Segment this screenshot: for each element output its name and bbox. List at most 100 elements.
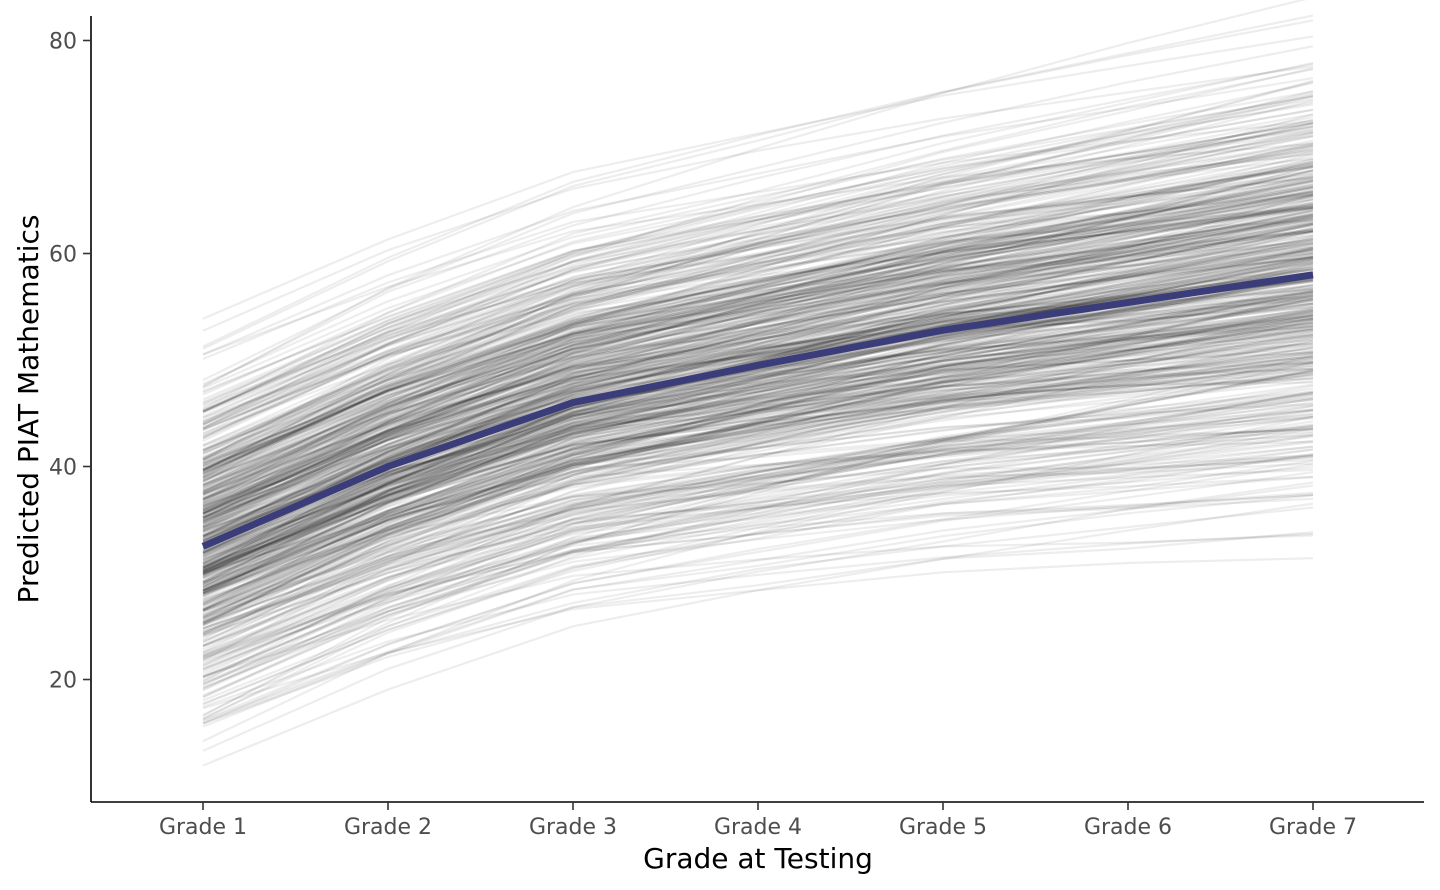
individual-trajectory-line	[202, 276, 1314, 512]
individual-trajectory-line	[202, 328, 1314, 538]
individual-trajectory-line	[202, 258, 1314, 577]
individual-trajectory-line	[202, 448, 1314, 685]
individual-trajectory-line	[202, 168, 1314, 525]
individual-trajectory-line	[202, 217, 1314, 492]
individual-trajectory-line	[202, 327, 1314, 606]
individual-trajectory-line	[202, 147, 1314, 426]
individual-trajectory-line	[202, 302, 1314, 555]
individual-trajectory-line	[202, 246, 1314, 519]
individual-trajectory-line	[202, 454, 1314, 702]
individual-trajectory-line	[202, 186, 1314, 511]
individual-trajectory-line	[202, 373, 1314, 576]
individual-trajectory-line	[202, 223, 1314, 550]
individual-trajectory-line	[202, 374, 1314, 591]
individual-trajectory-line	[202, 383, 1314, 651]
individual-trajectory-line	[202, 230, 1314, 573]
individual-trajectory-line	[202, 214, 1314, 519]
individual-trajectory-line	[202, 367, 1314, 531]
individual-trajectory-line	[202, 205, 1314, 501]
individual-trajectory-line	[202, 364, 1314, 589]
individual-trajectory-line	[202, 241, 1314, 546]
individual-trajectory-line	[202, 165, 1314, 451]
individual-trajectory-line	[202, 118, 1314, 483]
individual-trajectory-line	[202, 189, 1314, 523]
individual-trajectory-line	[202, 257, 1314, 595]
individual-trajectory-line	[202, 308, 1314, 625]
individual-trajectory-line	[202, 197, 1314, 459]
individual-trajectory-line	[202, 368, 1314, 622]
individual-trajectory-line	[202, 276, 1314, 496]
individual-trajectory-line	[202, 320, 1314, 546]
individual-trajectory-line	[202, 491, 1314, 678]
individual-trajectory-line	[202, 222, 1314, 539]
individual-trajectory-line	[202, 396, 1314, 627]
individual-trajectory-line	[202, 321, 1314, 546]
individual-trajectory-line	[202, 206, 1314, 472]
individual-trajectory-line	[202, 222, 1314, 536]
individual-trajectory-line	[202, 131, 1314, 447]
individual-trajectory-line	[202, 445, 1314, 686]
individual-trajectory-line	[202, 219, 1314, 431]
individual-trajectory-line	[202, 121, 1314, 420]
individual-trajectory-line	[202, 82, 1314, 436]
individual-trajectory-line	[202, 125, 1314, 394]
individual-trajectory-line	[202, 372, 1314, 676]
individual-trajectory-line	[202, 213, 1314, 505]
individual-trajectory-line	[202, 95, 1314, 461]
individual-trajectory-line	[202, 209, 1314, 552]
individual-trajectory-line	[202, 452, 1314, 706]
individual-trajectory-line	[202, 271, 1314, 496]
individual-trajectory-line	[202, 354, 1314, 717]
individual-trajectory-line	[202, 122, 1314, 467]
individual-trajectory-line	[202, 367, 1314, 569]
individual-trajectory-line	[202, 143, 1314, 452]
individual-trajectory-line	[202, 298, 1314, 611]
individual-trajectory-line	[202, 302, 1314, 549]
individual-trajectory-line	[202, 295, 1314, 571]
individual-trajectory-line	[202, 212, 1314, 488]
individual-trajectory-line	[202, 458, 1314, 595]
individual-trajectory-line	[202, 261, 1314, 531]
individual-trajectory-line	[202, 177, 1314, 413]
individual-trajectory-line	[202, 286, 1314, 606]
individual-trajectory-line	[202, 268, 1314, 534]
individual-trajectory-line	[202, 229, 1314, 488]
individual-trajectory-line	[202, 270, 1314, 522]
individual-trajectory-line	[202, 497, 1314, 656]
individual-trajectory-line	[202, 169, 1314, 505]
individual-trajectory-line	[202, 98, 1314, 414]
individual-trajectory-line	[202, 227, 1314, 569]
individual-trajectory-line	[202, 324, 1314, 572]
individual-trajectory-line	[202, 251, 1314, 506]
individual-trajectory-line	[202, 427, 1314, 634]
individual-trajectory-line	[202, 302, 1314, 480]
individual-trajectory-line	[202, 225, 1314, 501]
individual-trajectory-line	[202, 417, 1314, 630]
individual-trajectory-line	[202, 273, 1314, 515]
individual-trajectory-line	[202, 360, 1314, 594]
individual-trajectory-line	[202, 266, 1314, 540]
individual-trajectory-line	[202, 176, 1314, 432]
individual-trajectory-line	[202, 134, 1314, 430]
individual-trajectory-line	[202, 259, 1314, 580]
individual-trajectory-line	[202, 361, 1314, 716]
individual-trajectory-line	[202, 448, 1314, 660]
individual-trajectory-line	[202, 258, 1314, 536]
individual-trajectory-line	[202, 280, 1314, 493]
individual-trajectory-line	[202, 149, 1314, 432]
individual-trajectory-line	[202, 169, 1314, 521]
individual-trajectory-line	[202, 204, 1314, 478]
individual-trajectory-line	[202, 332, 1314, 618]
individual-trajectory-line	[202, 120, 1314, 361]
individual-trajectory-line	[202, 169, 1314, 517]
individual-trajectory-line	[202, 65, 1314, 332]
individual-trajectory-line	[202, 139, 1314, 465]
individual-trajectory-line	[202, 217, 1314, 541]
individual-trajectory-line	[202, 292, 1314, 608]
individual-trajectory-line	[202, 426, 1314, 619]
individual-trajectory-line	[202, 328, 1314, 592]
individual-trajectory-line	[202, 182, 1314, 471]
individual-trajectory-line	[202, 307, 1314, 606]
individual-trajectory-line	[202, 311, 1314, 548]
individual-trajectory-line	[202, 153, 1314, 405]
